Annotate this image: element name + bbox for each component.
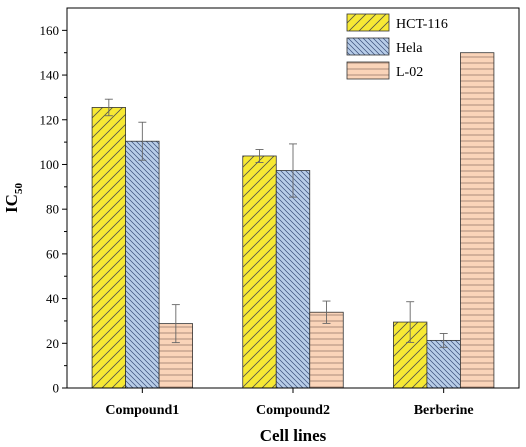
y-tick-label: 80 bbox=[46, 202, 59, 217]
bar-hct-116-compound2 bbox=[242, 155, 277, 389]
x-axis-ticks: Compound1 Compound2 Berberine bbox=[105, 388, 474, 418]
bar-hela-compound1 bbox=[125, 140, 160, 389]
error-bar bbox=[138, 121, 147, 161]
bar-l-02-compound2 bbox=[309, 311, 344, 389]
error-bar bbox=[439, 333, 448, 348]
y-tick-label: 60 bbox=[46, 246, 59, 261]
y-tick-label: 120 bbox=[40, 112, 60, 127]
error-bars-group bbox=[104, 98, 448, 348]
legend-swatch-l-02 bbox=[346, 61, 390, 80]
error-bar bbox=[171, 304, 180, 344]
legend-label-hct-116: HCT-116 bbox=[396, 17, 448, 32]
x-tick-label: Compound1 bbox=[105, 403, 179, 418]
y-tick-label: 40 bbox=[46, 291, 59, 306]
y-tick-label: 0 bbox=[53, 381, 60, 396]
y-axis-title-main: IC bbox=[2, 194, 21, 213]
x-axis-title: Cell lines bbox=[260, 426, 327, 445]
error-bar bbox=[104, 98, 113, 117]
legend-label-hela: Hela bbox=[396, 41, 423, 56]
y-axis-title: IC50 bbox=[2, 183, 25, 213]
bar-hct-116-compound1 bbox=[91, 107, 126, 389]
bar-l-02-berberine bbox=[460, 52, 495, 389]
legend-swatch-hela bbox=[346, 37, 390, 56]
legend: HCT-116 Hela L-02 bbox=[346, 13, 448, 80]
y-tick-label: 140 bbox=[40, 68, 60, 83]
x-tick-label: Compound2 bbox=[256, 403, 330, 418]
legend-label-l-02: L-02 bbox=[396, 65, 423, 80]
error-bar bbox=[406, 301, 415, 343]
x-tick-label: Berberine bbox=[414, 403, 474, 418]
bar-hela-compound2 bbox=[275, 170, 311, 389]
y-axis-ticks: 0 20 40 60 80 100 120 140 160 bbox=[40, 23, 67, 396]
y-axis-title-subscript: 50 bbox=[13, 183, 25, 195]
y-tick-label: 100 bbox=[40, 157, 60, 172]
error-bar bbox=[322, 300, 331, 324]
error-bar bbox=[255, 149, 264, 163]
y-tick-label: 160 bbox=[40, 23, 60, 38]
y-tick-label: 20 bbox=[46, 336, 59, 351]
error-bar bbox=[289, 143, 297, 198]
legend-swatch-hct-116 bbox=[346, 13, 390, 32]
bars-group bbox=[91, 52, 495, 389]
